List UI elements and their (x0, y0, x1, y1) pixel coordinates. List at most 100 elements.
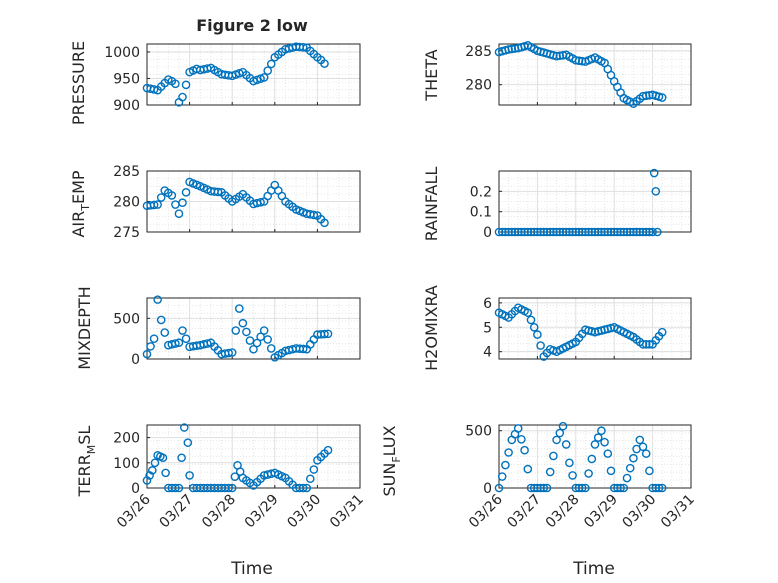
terr-msl-data-point (148, 466, 157, 475)
mixdepth-data-point (238, 318, 248, 328)
h2omixra-markers (494, 303, 667, 361)
rainfall-grid (498, 171, 692, 233)
rainfall-data-point (577, 227, 587, 237)
sun-flux-data-point (645, 466, 654, 476)
mixdepth-data-point (227, 348, 237, 357)
rainfall-data-point (629, 227, 638, 237)
mixdepth-data-point (252, 338, 262, 348)
sun-flux-data-point (494, 483, 504, 493)
terr-msl-data-point (302, 483, 312, 493)
x-axis-label-left: Time (230, 559, 273, 579)
rainfall-data-point (584, 227, 593, 237)
sun-flux-data-point (619, 483, 629, 493)
h2omixra-data-point (536, 341, 545, 350)
rainfall-data-point (497, 227, 507, 237)
sun-flux-data-point (600, 437, 609, 447)
mixdepth-data-point (178, 326, 187, 335)
pressure-plot: Figure 2 low PRESSURE 900 950 1000 (69, 16, 361, 125)
sun-flux-data-point (552, 435, 561, 445)
mixdepth-data-point (259, 326, 269, 335)
rainfall-data-point (606, 227, 616, 237)
rainfall-data-point (571, 227, 581, 237)
sun-flux-y-tick-label: 0 (483, 481, 492, 497)
mixdepth-data-point (231, 326, 241, 335)
sun-flux-data-point (616, 483, 625, 493)
terr-msl-data-point (179, 423, 189, 432)
rainfall-data-point (504, 227, 513, 237)
terr-msl-data-point (174, 483, 184, 493)
rainfall-data-point (536, 227, 545, 237)
y-axis-label-mixdepth: MIXDEPTH (75, 286, 94, 369)
theta-data-point (641, 91, 651, 101)
rainfall-data-point (609, 227, 619, 237)
terr-msl-data-point (158, 453, 168, 463)
mixdepth-data-point (203, 339, 212, 348)
terr-msl-data-point (305, 474, 315, 484)
rainfall-data-point (542, 227, 552, 237)
air-temp-y-tick-label: 285 (113, 164, 140, 180)
mixdepth-data-point (153, 295, 162, 304)
air-temp-data-point (156, 193, 166, 202)
rainfall-data-point (520, 227, 529, 237)
rainfall-data-point (533, 227, 542, 237)
sun-flux-data-point (529, 483, 539, 493)
h2omixra-data-point (641, 340, 651, 349)
h2omixra-data-point (657, 327, 667, 337)
sun-flux-data-point (558, 421, 568, 431)
sun-flux-data-point (609, 483, 619, 493)
rainfall-data-point (641, 227, 651, 237)
mixdepth-data-point (298, 344, 308, 354)
mixdepth-data-point (146, 342, 155, 351)
terr-msl-data-point (183, 438, 193, 447)
pressure-axes-box (146, 43, 361, 106)
air-temp-markers (142, 177, 329, 228)
h2omixra-data-point (533, 330, 542, 339)
rainfall-data-point (581, 227, 590, 237)
mixdepth-data-point (156, 315, 166, 325)
mixdepth-data-point (149, 334, 159, 343)
mixdepth-axes-box (146, 297, 361, 360)
sun-flux-data-point (501, 460, 510, 470)
mixdepth-data-point (181, 334, 191, 343)
sun-flux-data-point (497, 472, 507, 481)
sun-flux-data-point (606, 466, 616, 476)
theta-y-tick-label: 280 (465, 78, 492, 94)
sun-flux-y-tick-label: 500 (465, 424, 492, 440)
sun-flux-data-point (545, 467, 555, 477)
rainfall-data-point (648, 227, 657, 237)
rainfall-data-point (510, 227, 520, 237)
h2omixra-y-tick-label: 4 (483, 345, 492, 361)
terr-msl-y-tick-label: 0 (131, 481, 140, 497)
rainfall-data-point (555, 227, 565, 237)
h2omixra-axes-box (498, 297, 692, 360)
rainfall-data-point (587, 227, 597, 237)
sun-flux-data-point (561, 440, 571, 449)
sun-flux-data-point (555, 428, 565, 438)
h2omixra-data-point (638, 340, 648, 349)
rainfall-data-point (638, 227, 648, 237)
theta-data-point (577, 56, 587, 66)
sun-flux-data-point (622, 473, 632, 483)
terr-msl-data-point (298, 483, 308, 493)
air-temp-data-point (181, 188, 191, 197)
sun-flux-data-point (651, 483, 661, 493)
rainfall-data-point (625, 227, 635, 237)
sun-flux-data-point (613, 483, 622, 493)
air-temp-data-point (174, 209, 184, 218)
sun-flux-data-point (549, 451, 558, 461)
mixdepth-plot: MIXDEPTH 0 500 (75, 286, 361, 370)
terr-msl-data-point (185, 471, 194, 480)
pressure-data-point (181, 80, 191, 90)
pressure-data-point (298, 43, 308, 52)
air-temp-plot: AIRTEMP 275 280 285 (69, 164, 361, 241)
terr-msl-y-tick-label: 200 (113, 431, 140, 447)
sun-flux-data-point (629, 453, 638, 463)
rainfall-plot: RAINFALL 0 0.1 0.2 (422, 167, 692, 241)
mixdepth-data-point (160, 328, 170, 337)
rainfall-data-point (552, 227, 561, 237)
terr-msl-markers (142, 423, 333, 493)
rainfall-data-point (653, 227, 662, 237)
rainfall-data-point (507, 227, 517, 237)
theta-data-point (574, 56, 584, 66)
sun-flux-data-point (638, 442, 648, 452)
